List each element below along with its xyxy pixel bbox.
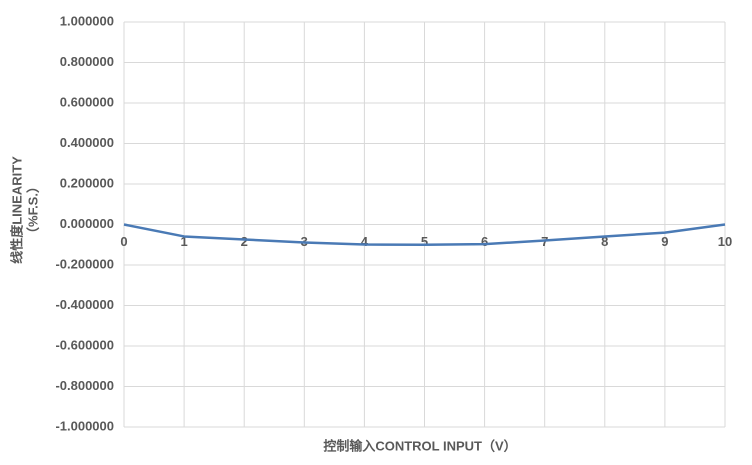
data-line bbox=[123, 223, 726, 246]
y-tick-label: 0.000000 bbox=[60, 216, 114, 231]
y-tick-label: 0.800000 bbox=[60, 54, 114, 69]
x-tick-label: 0 bbox=[120, 234, 127, 249]
y-tick-label: -1.000000 bbox=[55, 418, 114, 433]
y-tick-label: -0.200000 bbox=[55, 256, 114, 271]
y-axis-label: 线性度LINEARITY bbox=[9, 156, 24, 264]
x-axis-label: 控制输入CONTROL INPUT（V） bbox=[323, 438, 516, 453]
y-tick-label: -0.800000 bbox=[55, 378, 114, 393]
x-tick-label: 5 bbox=[421, 234, 428, 249]
y-axis-label-group: 线性度LINEARITY （%F.S.） bbox=[9, 156, 40, 264]
y-tick-label: 0.200000 bbox=[60, 175, 114, 190]
x-tick-label: 9 bbox=[661, 234, 668, 249]
y-tick-label: 1.000000 bbox=[60, 13, 114, 28]
y-tick-label: -0.600000 bbox=[55, 337, 114, 352]
x-tick-label: 10 bbox=[718, 234, 732, 249]
x-tick-label: 4 bbox=[361, 234, 369, 249]
y-tick-label: 0.400000 bbox=[60, 135, 114, 150]
y-tick-label: 0.600000 bbox=[60, 94, 114, 109]
x-tick-label: 6 bbox=[481, 234, 488, 249]
x-tick-label: 8 bbox=[601, 234, 608, 249]
y-axis-label: （%F.S.） bbox=[25, 180, 40, 240]
x-tick-label: 1 bbox=[180, 234, 187, 249]
y-tick-label: -0.400000 bbox=[55, 297, 114, 312]
x-tick-label: 2 bbox=[241, 234, 248, 249]
